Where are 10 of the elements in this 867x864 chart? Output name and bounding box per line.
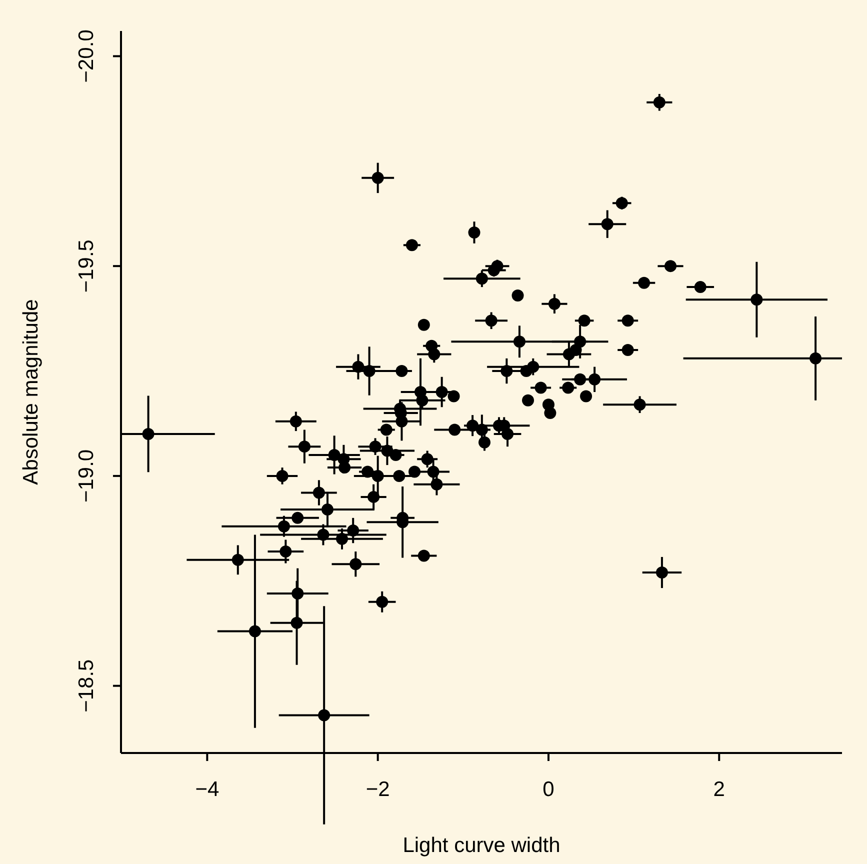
y-tick-label: −19.5	[75, 240, 98, 293]
y-tick-label: −20.0	[75, 30, 98, 83]
x-tick-label: −2	[366, 778, 390, 801]
y-tick-label: −19.0	[75, 449, 98, 503]
x-tick-label: −4	[195, 778, 220, 801]
y-axis-title: Absolute magnitude	[19, 299, 42, 485]
x-tick-label: 2	[713, 778, 725, 801]
x-axis-title: Light curve width	[402, 834, 560, 857]
x-tick-label: 0	[542, 778, 554, 801]
y-tick-label: −18.5	[75, 659, 98, 712]
